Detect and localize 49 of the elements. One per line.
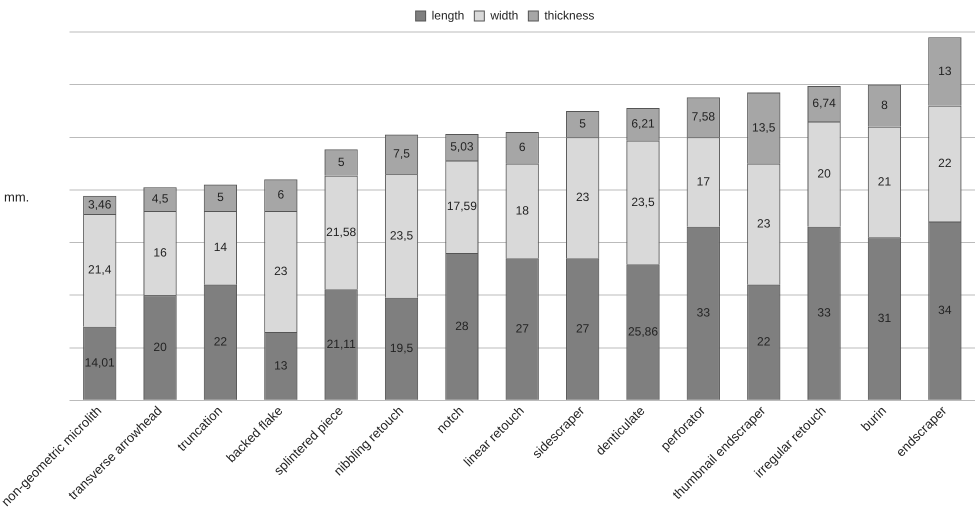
legend-label: thickness (544, 8, 594, 22)
data-label: 14,01 (84, 356, 116, 370)
data-label: 31 (878, 310, 892, 325)
legend-label: width (489, 8, 518, 22)
data-label: 5,03 (450, 140, 474, 154)
data-label: 7,58 (692, 110, 716, 124)
data-label: 16 (153, 245, 168, 260)
data-label: 17 (696, 174, 710, 188)
data-label: 7,5 (393, 146, 410, 161)
data-label: 6,21 (631, 116, 655, 131)
data-label: 13 (938, 64, 952, 78)
legend-label: length (432, 8, 464, 22)
data-label: 23 (576, 190, 590, 204)
data-label: 25,86 (628, 324, 658, 338)
data-label: 5 (217, 190, 224, 204)
data-label: 23,5 (390, 228, 414, 242)
data-label: 13 (274, 358, 288, 372)
data-label: 33 (817, 306, 832, 320)
data-label: 20 (817, 166, 832, 180)
data-label: 8 (881, 98, 888, 112)
data-label: 6 (277, 187, 284, 202)
data-label: 17,59 (446, 199, 478, 214)
data-label: 21,11 (326, 336, 356, 351)
data-label: 22 (757, 334, 771, 349)
data-label: 21 (878, 174, 892, 188)
data-label: 27 (516, 321, 530, 336)
data-label: 6,74 (812, 96, 836, 110)
data-label: 27 (576, 321, 590, 336)
data-label: 22 (938, 156, 952, 170)
data-label: 4,5 (152, 191, 169, 206)
data-label: 33 (696, 306, 710, 320)
data-label: 28 (455, 318, 469, 333)
data-label: 34 (938, 303, 952, 318)
data-label: 3,46 (88, 197, 112, 212)
data-label: 23,5 (631, 194, 655, 209)
data-label: 23 (274, 264, 288, 278)
y-axis-title: mm. (4, 189, 30, 204)
data-label: 23 (757, 216, 771, 230)
data-label: 5 (579, 116, 586, 130)
data-label: 14 (214, 240, 228, 254)
data-label: 19,5 (390, 341, 414, 356)
data-label: 13,5 (752, 120, 776, 134)
data-label: 21,4 (88, 262, 112, 277)
data-label: 6 (518, 140, 526, 154)
data-label: 5 (338, 154, 345, 169)
data-label: 21,58 (326, 224, 356, 239)
data-label: 18 (516, 203, 530, 218)
data-label: 20 (153, 340, 168, 354)
data-label: 22 (214, 334, 228, 349)
